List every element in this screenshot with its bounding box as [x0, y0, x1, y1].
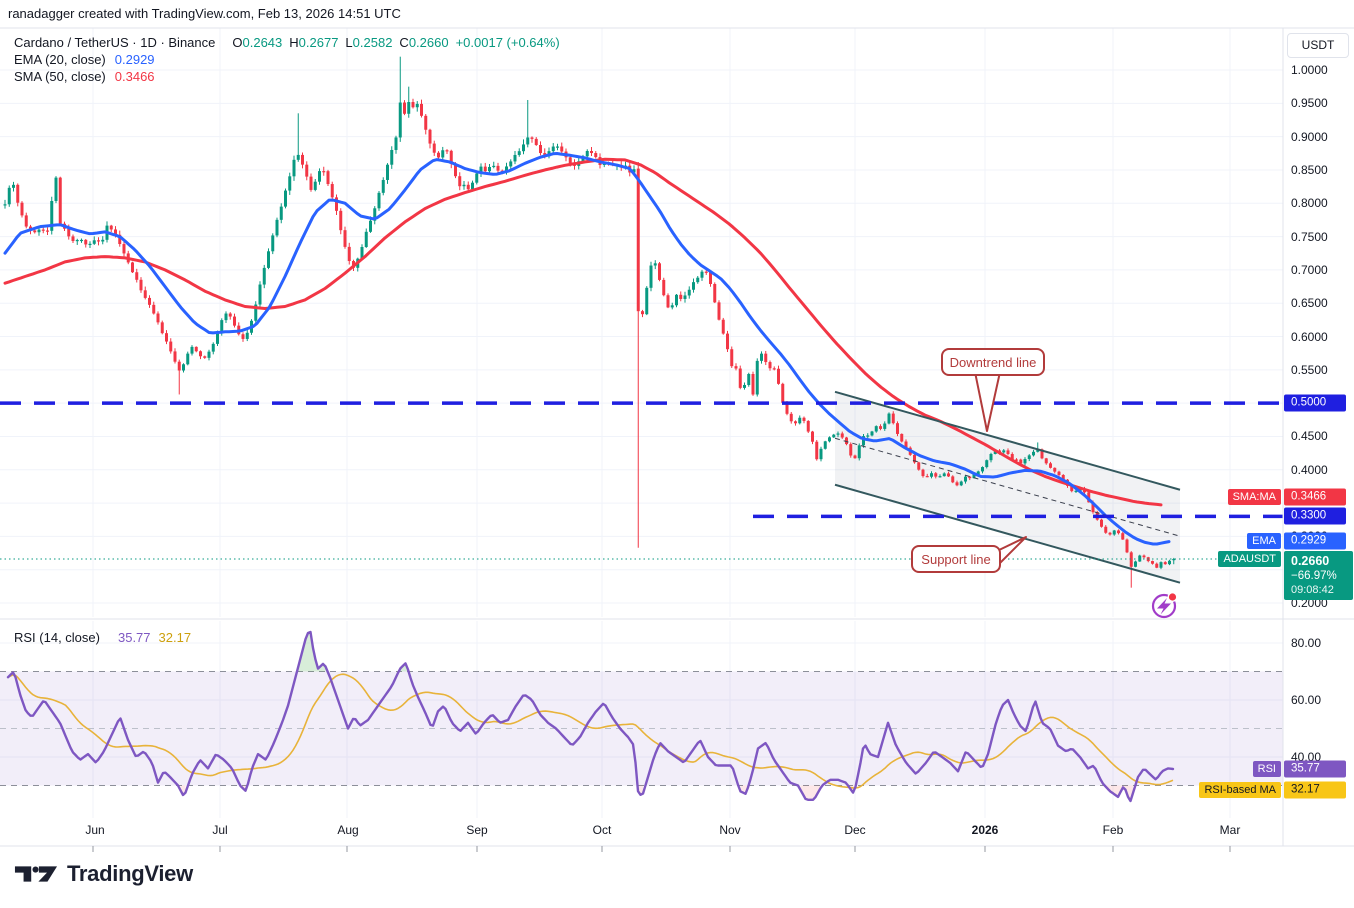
price-level-badge-0-5000: 0.5000 [1284, 394, 1346, 412]
price-panel[interactable] [0, 28, 1283, 617]
price-axis-label: 0.6500 [1291, 296, 1328, 311]
notification-dot [1168, 593, 1177, 601]
sma-legend-row: SMA (50, close) 0.3466 [14, 68, 560, 85]
rsi-axis-label: 80.00 [1291, 636, 1322, 650]
ohlc-value: 0.2677 [298, 35, 339, 50]
symbol-legend-row: Cardano / TetherUS · 1D · Binance O0.2643… [14, 34, 560, 51]
ohlc-value: 0.2660 [408, 35, 449, 50]
time-axis-label: 2026 [971, 823, 999, 837]
ema-label: EMA (20, close) [14, 52, 106, 67]
downtrend-channel-support-line [834, 483, 1181, 584]
rsi-panel[interactable] [0, 621, 1283, 818]
ema-value: 0.2929 [114, 52, 155, 67]
price-axis-label: 0.9500 [1291, 96, 1328, 111]
currency-toggle-button[interactable]: USDT [1287, 33, 1349, 58]
price-axis-label: 0.7500 [1291, 229, 1328, 244]
time-axis-label: Mar [1219, 823, 1241, 837]
ema-legend-row: EMA (20, close) 0.2929 [14, 51, 560, 68]
channel-mid-line [834, 437, 1181, 537]
rsi-legend: RSI (14, close) 35.77 32.17 [14, 629, 191, 646]
last-price: 0.2660 [1291, 554, 1330, 568]
time-axis-label: Aug [337, 823, 359, 837]
time-axis-label: Dec [844, 823, 866, 837]
rsi-ma-label-badge: RSI-based MA [1199, 782, 1281, 799]
chart-legend: Cardano / TetherUS · 1D · Binance O0.2643… [14, 34, 560, 85]
rsi-line [6, 630, 1175, 803]
rsi-ma-line [7, 673, 1174, 789]
time-axis-label: Sep [466, 823, 488, 837]
change-percent: −66.97% [1291, 570, 1337, 582]
price-axis-label: 0.6000 [1291, 329, 1328, 344]
time-axis-label: Oct [592, 823, 612, 837]
sma-50-line [3, 157, 1163, 507]
rsi-label: RSI (14, close) [14, 630, 100, 645]
rsi-ma-value: 32.17 [158, 630, 192, 645]
ohlc-value: 0.2643 [242, 35, 283, 50]
adausdt-label-badge: ADAUSDT [1218, 551, 1281, 568]
rsi-value-badge: 35.77 [1284, 760, 1346, 778]
last-price-countdown-badge: 0.2660 −66.97% 09:08:42 [1284, 551, 1353, 600]
sma-ma-label-badge: SMA:MA [1227, 489, 1281, 506]
rsi-legend-row: RSI (14, close) 35.77 32.17 [14, 629, 191, 646]
symbol-title: Cardano / TetherUS · 1D · Binance [14, 35, 216, 50]
attribution-text: ranadagger created with TradingView.com,… [8, 6, 401, 21]
time-axis-label: Jun [85, 823, 105, 837]
rsi-label-badge: RSI [1252, 761, 1281, 778]
sma-value-badge: 0.3466 [1284, 488, 1346, 506]
annotation-tail-support [996, 536, 1027, 567]
price-axis-label: 0.4500 [1291, 429, 1328, 444]
price-axis-label: 0.7000 [1291, 262, 1328, 277]
annotation-downtrend-line[interactable]: Downtrend line [941, 348, 1045, 376]
rsi-axis-label: 60.00 [1291, 693, 1322, 707]
downtrend-channel-top-line [834, 390, 1181, 491]
ohlc-values: O0.2643 H0.2677 L0.2582 C0.2660 [225, 35, 448, 50]
tradingview-wordmark: TradingView [67, 861, 193, 886]
ema-value-badge: 0.2929 [1284, 532, 1346, 550]
rsi-ma-value-badge: 32.17 [1284, 781, 1346, 799]
ohlc-letter: L [345, 35, 353, 50]
ohlc-value: 0.2582 [352, 35, 393, 50]
change-value: +0.0017 (+0.64%) [455, 35, 560, 50]
sma-label: SMA (50, close) [14, 69, 106, 84]
price-axis-label: 0.8000 [1291, 196, 1328, 211]
price-axis-label: 0.8500 [1291, 162, 1328, 177]
ohlc-letter: H [289, 35, 299, 50]
ema-20-line [3, 152, 1171, 546]
annotation-support-line[interactable]: Support line [911, 545, 1001, 573]
flash-icon[interactable] [1151, 592, 1178, 619]
price-axis-label: 0.9000 [1291, 129, 1328, 144]
rsi-value: 35.77 [117, 630, 151, 645]
price-axis-label: 0.4000 [1291, 462, 1328, 477]
price-axis-label: 1.0000 [1291, 63, 1328, 77]
ema-label-badge: EMA [1247, 533, 1281, 550]
tradingview-logo[interactable]: TradingView [14, 861, 193, 887]
rsi-axis-label: 40.00 [1291, 750, 1322, 764]
time-axis-label: Feb [1102, 823, 1124, 837]
bar-countdown: 09:08:42 [1291, 584, 1334, 596]
price-level-badge-0-3300: 0.3300 [1284, 507, 1346, 525]
time-axis-label: Nov [719, 823, 741, 837]
time-axis-label: Jul [212, 823, 228, 837]
sma-value: 0.3466 [114, 69, 155, 84]
price-axis-label: 0.5500 [1291, 362, 1328, 377]
tradingview-logo-icon [14, 865, 58, 882]
ohlc-letter: C [399, 35, 409, 50]
ohlc-letter: O [232, 35, 243, 50]
